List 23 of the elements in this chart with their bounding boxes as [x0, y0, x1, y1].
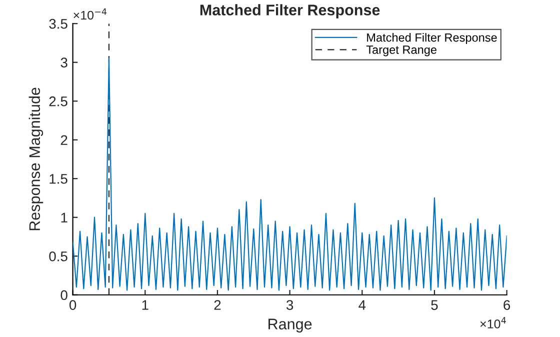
legend-label: Matched Filter Response	[367, 33, 497, 44]
chart-title: Matched Filter Response	[200, 4, 380, 18]
x-tick-label: 4	[358, 300, 366, 310]
y-tick-label: 3.5	[49, 18, 68, 29]
y-tick-label: 3	[60, 58, 68, 68]
x-tick-label: 0	[69, 300, 76, 310]
y-tick-label: 1	[61, 212, 68, 222]
y-tick-label: 0	[60, 290, 68, 300]
ref-line-label: Target Range	[366, 46, 436, 56]
x-tick-label: 6	[504, 300, 510, 310]
x-tick-label: 5	[431, 300, 438, 310]
y-tick-label: 0.5	[49, 251, 68, 262]
y-tick-label: 2.5	[49, 96, 68, 106]
x-axis-title: Range	[268, 318, 312, 332]
x-tick-label: 3	[286, 300, 294, 310]
y-tick-label: 1.5	[50, 174, 68, 184]
x-tick-label: 1	[142, 300, 148, 310]
line-series	[72, 58, 507, 291]
text: ×10$^{4}$	[480, 317, 506, 328]
y-axis-title: Response Magnitude	[28, 88, 44, 230]
x-tick-label: 2	[214, 300, 221, 310]
text: ×10$^{−4}$	[74, 8, 107, 20]
y-tick-label: 2	[60, 135, 68, 145]
